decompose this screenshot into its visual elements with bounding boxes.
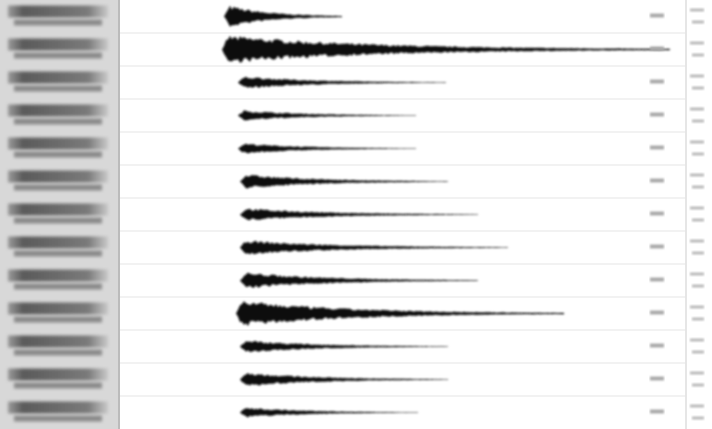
edge-label [692, 53, 704, 57]
trace-row [8, 329, 704, 359]
right-label [650, 46, 664, 51]
edge-label [692, 185, 704, 189]
edge-label [692, 383, 704, 387]
edge-label [690, 74, 704, 78]
channel-sublabel [14, 250, 102, 257]
waveform [224, 5, 342, 27]
right-label [650, 145, 664, 150]
trace-row [8, 230, 704, 260]
trace-row [8, 32, 704, 63]
trace-rows [8, 4, 704, 425]
waveform [238, 143, 416, 154]
channel-label [8, 170, 108, 183]
trace-row [8, 362, 704, 392]
channel-sublabel [14, 382, 102, 389]
waveform [240, 373, 448, 386]
channel-sublabel [14, 184, 102, 191]
edge-label [690, 173, 704, 177]
channel-label [8, 368, 108, 381]
edge-label [690, 404, 704, 408]
trace-row [8, 131, 704, 161]
waveform [222, 35, 670, 63]
edge-label [690, 206, 704, 210]
edge-label [690, 239, 704, 243]
edge-label [692, 416, 704, 420]
right-label [650, 310, 664, 315]
channel-sublabel [14, 283, 102, 290]
trace-row [8, 296, 704, 326]
waveform [240, 208, 478, 221]
trace-row [8, 4, 704, 29]
waveform [238, 76, 446, 88]
channel-sublabel [14, 19, 102, 26]
channel-sublabel [14, 151, 102, 158]
edge-label [690, 272, 704, 276]
channel-sublabel [14, 52, 102, 59]
edge-label [692, 317, 704, 321]
right-label [650, 409, 664, 414]
channel-sublabel [14, 85, 102, 92]
edge-label [690, 107, 704, 111]
edge-label [690, 140, 704, 144]
right-label [650, 211, 664, 216]
right-label [650, 79, 664, 84]
channel-label [8, 5, 108, 18]
channel-sublabel [14, 316, 102, 323]
trace-row [8, 197, 704, 227]
edge-label [692, 218, 704, 222]
channel-label [8, 236, 108, 249]
right-label [650, 244, 664, 249]
edge-label [690, 338, 704, 342]
edge-label [690, 41, 704, 45]
channel-label [8, 269, 108, 282]
edge-label [692, 251, 704, 255]
waveform [240, 175, 448, 189]
channel-label [8, 71, 108, 84]
trace-row [8, 263, 704, 293]
waveform [240, 341, 448, 352]
channel-label [8, 335, 108, 348]
channel-label [8, 302, 108, 315]
channel-label [8, 38, 108, 51]
waveform [240, 240, 508, 255]
right-label [650, 178, 664, 183]
right-label [650, 343, 664, 348]
channel-label [8, 104, 108, 117]
right-label [650, 277, 664, 282]
edge-label [692, 20, 704, 24]
waveform [240, 408, 418, 418]
right-label [650, 376, 664, 381]
trace-row [8, 65, 704, 95]
channel-sublabel [14, 118, 102, 125]
edge-label [692, 350, 704, 354]
waveform [236, 301, 564, 326]
edge-label [690, 305, 704, 309]
channel-sublabel [14, 349, 102, 356]
edge-label [692, 119, 704, 123]
channel-sublabel [14, 415, 102, 422]
right-label [650, 13, 664, 18]
edge-label [692, 284, 704, 288]
trace-row [8, 395, 704, 425]
trace-row [8, 164, 704, 194]
trace-row [8, 98, 704, 128]
edge-label [690, 8, 704, 12]
edge-label [692, 152, 704, 156]
waveform [240, 272, 478, 288]
channel-label [8, 203, 108, 216]
waveform [238, 110, 416, 121]
edge-label [692, 86, 704, 90]
channel-label [8, 137, 108, 150]
channel-label [8, 401, 108, 414]
channel-sublabel [14, 217, 102, 224]
right-label [650, 112, 664, 117]
edge-label [690, 371, 704, 375]
